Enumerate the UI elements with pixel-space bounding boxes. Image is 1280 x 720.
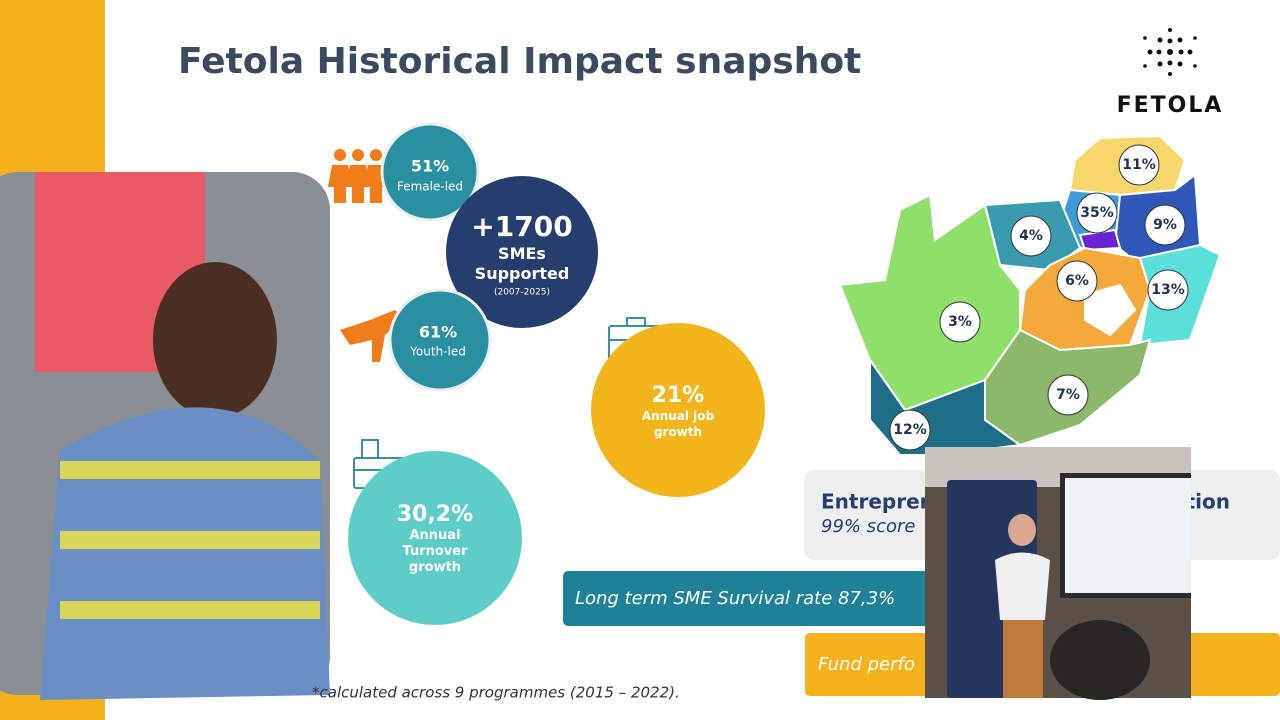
map-labels: 11% 35% 4% 9% 6% 13% 3% 7% 12% xyxy=(889,144,1189,451)
stat-label: Female-led xyxy=(397,180,463,194)
panel-title: tion xyxy=(1186,490,1230,514)
map-label: 3% xyxy=(948,314,972,330)
map-label: 7% xyxy=(1056,387,1080,403)
survival-panel xyxy=(563,571,983,626)
stat-label: Annual Turnover growth xyxy=(402,528,468,575)
stat-circle xyxy=(446,176,598,328)
stat-label: SMEs Supported xyxy=(474,244,570,283)
panel-title: Entrepren xyxy=(821,490,934,514)
map-label: 13% xyxy=(1151,282,1185,298)
stat-circle xyxy=(380,122,480,222)
panel-text: Long term SME Survival rate 87,3% xyxy=(575,588,895,609)
map-label: 35% xyxy=(1080,205,1114,221)
title: Fetola Historical Impact snapshot xyxy=(178,41,861,82)
panel-text: Fund perfo xyxy=(818,654,915,675)
map-label: 6% xyxy=(1065,273,1089,289)
stat-label-box: SMEs Supported xyxy=(474,244,570,283)
hero-icon xyxy=(340,310,405,362)
stat-value: 61% xyxy=(419,323,457,342)
map-label: 11% xyxy=(1122,157,1156,173)
photo xyxy=(0,172,330,700)
stat-value: 21% xyxy=(652,383,705,408)
stat-circle xyxy=(591,323,765,497)
map-label: 12% xyxy=(893,422,927,438)
stat-period: (2007-2025) xyxy=(494,288,550,298)
stat-value: 51% xyxy=(411,157,449,176)
stat-label: Youth-led xyxy=(409,345,466,359)
stat-label-box: Annual job growth xyxy=(641,409,715,439)
stat-circle xyxy=(348,451,522,625)
footnote: *calculated across 9 programmes (2015 – … xyxy=(312,684,680,702)
map-label: 9% xyxy=(1153,217,1177,233)
stat-circle xyxy=(388,288,492,392)
logo: FETOLA xyxy=(1117,28,1224,118)
panel-score: 99% score xyxy=(821,516,916,537)
logo-text: FETOLA xyxy=(1117,93,1224,118)
women-icon xyxy=(328,149,388,203)
video-overlay xyxy=(925,447,1191,700)
stat-label-box: Annual Turnover growth xyxy=(402,528,468,575)
stat-value: 30,2% xyxy=(397,502,473,527)
map-label: 4% xyxy=(1019,228,1043,244)
stat-label: Annual job growth xyxy=(641,409,715,439)
stat-value: +1700 xyxy=(471,210,572,243)
